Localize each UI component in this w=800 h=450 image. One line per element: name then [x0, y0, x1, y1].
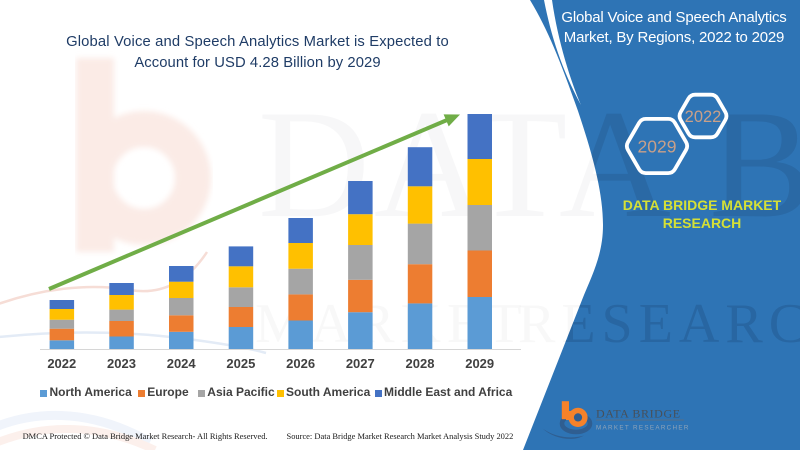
- svg-text:DATA BRIDGE: DATA BRIDGE: [596, 407, 681, 421]
- svg-text:2022: 2022: [685, 108, 722, 126]
- svg-text:2029: 2029: [638, 137, 677, 157]
- svg-text:MARKET RESEARCHER: MARKET RESEARCHER: [596, 425, 690, 432]
